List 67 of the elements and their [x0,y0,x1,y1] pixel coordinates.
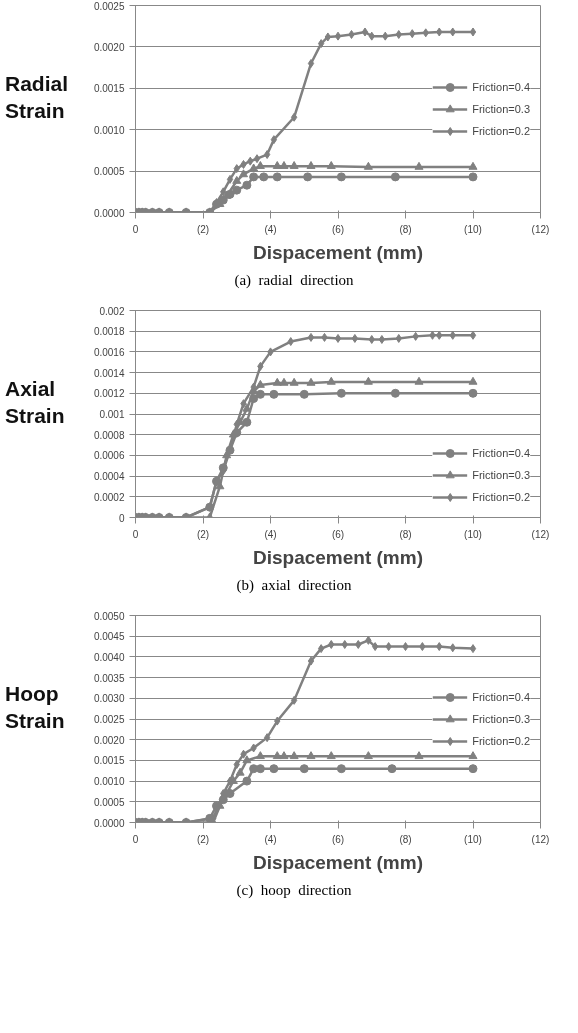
y-tick-label: 0.0018 [93,326,125,338]
y-tick-label: 0.001 [99,409,125,420]
legend-label: Friction=0.3 [472,712,530,725]
y-tick-label: 0.0016 [93,346,125,358]
y-tick-label: 0.0012 [93,388,125,400]
x-tick-label: 0 [132,223,139,235]
x-tick-label: (12) [531,833,550,845]
y-tick-label: 0.0025 [93,0,125,12]
text: (b) axial direction [235,576,353,595]
x-tick-label: (10) [464,528,482,540]
y-tick-label: 0.0045 [93,631,125,643]
y-tick-label: 0.0025 [93,714,125,725]
x-tick-label: (6) [331,223,345,235]
x-axis-title: Dispacement (mm) [253,241,424,263]
y-axis-title: Radial Strain [5,71,70,125]
y-tick-label: 0.0008 [93,429,125,441]
legend-label: Friction=0.4 [472,80,530,93]
y-tick-label: 0.0010 [93,776,125,788]
legend-label: Friction=0.2 [472,124,530,137]
y-tick-label: 0.0005 [93,166,125,178]
x-tick-label: (6) [331,833,345,845]
x-tick-label: (12) [531,223,550,235]
y-tick-label: 0.0035 [93,672,125,684]
x-tick-label: (12) [531,528,550,540]
y-axis-title: Axial Strain [5,376,66,430]
x-tick-label: (8) [399,223,412,235]
x-tick-label: (8) [399,833,412,845]
x-tick-label: (4) [264,528,277,540]
x-tick-label: (4) [264,223,277,235]
x-axis-title: Dispacement (mm) [253,851,424,873]
legend-label: Friction=0.3 [472,102,530,115]
y-tick-label: 0.0010 [93,124,125,136]
y-tick-label: 0.0050 [93,610,125,622]
y-tick-label: 0.0000 [93,817,125,829]
y-tick-label: 0.0005 [93,796,125,808]
x-tick-label: (6) [331,528,345,540]
x-axis-title: Dispacement (mm) [253,546,424,568]
x-tick-label: (8) [399,528,412,540]
y-tick-label: 0.0040 [93,651,125,663]
y-tick-label: 0 [118,512,125,524]
y-tick-label: 0.0006 [93,450,125,462]
y-axis-title: Hoop Strain [5,681,66,735]
x-tick-label: 0 [132,528,139,540]
text: (c) hoop direction [235,881,353,900]
legend-label: Friction=0.4 [472,690,530,703]
y-tick-label: 0.0020 [93,734,125,746]
x-tick-label: (4) [264,833,277,845]
y-tick-label: 0.0000 [93,207,125,219]
y-tick-label: 0.0015 [93,83,125,95]
y-tick-label: 0.0020 [93,41,125,53]
text: (a) radial direction [233,271,355,290]
y-tick-label: 0.0030 [93,693,125,705]
x-tick-label: (10) [464,223,482,235]
legend-label: Friction=0.2 [472,734,530,747]
y-tick-label: 0.0004 [93,471,125,483]
x-tick-label: (2) [196,833,210,845]
x-tick-label: (2) [196,528,210,540]
y-tick-label: 0.002 [99,305,125,317]
y-tick-label: 0.0014 [93,367,125,379]
y-tick-label: 0.0002 [93,491,125,503]
x-tick-label: 0 [132,833,139,845]
x-tick-label: (10) [464,833,482,845]
x-tick-label: (2) [196,223,210,235]
y-tick-label: 0.0015 [93,755,125,767]
legend-label: Friction=0.2 [472,491,530,503]
legend-label: Friction=0.3 [472,469,530,481]
legend-label: Friction=0.4 [472,447,530,459]
